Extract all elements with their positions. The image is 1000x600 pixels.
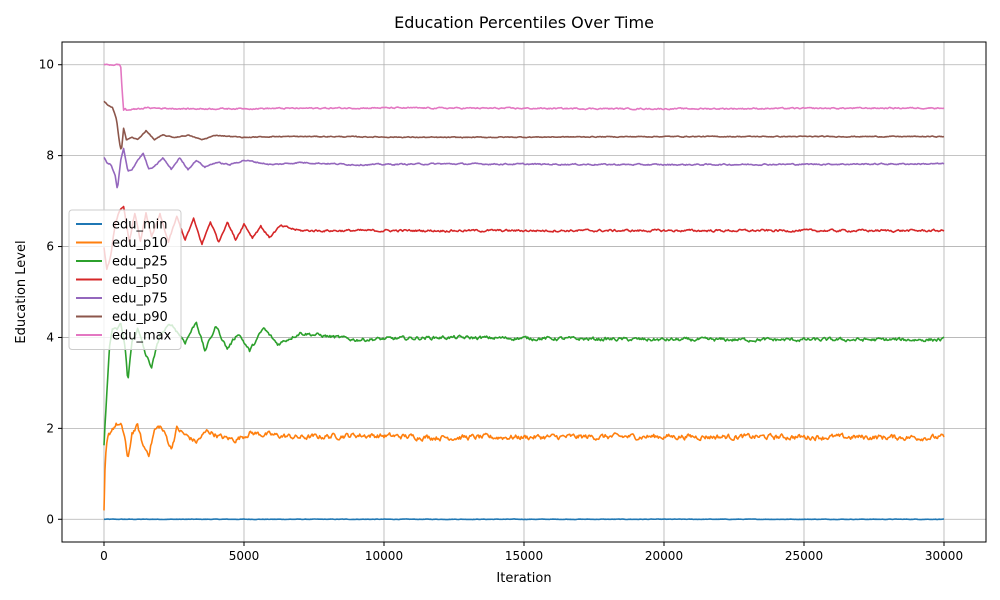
x-tick-label: 20000 — [645, 549, 683, 563]
x-tick-label: 15000 — [505, 549, 543, 563]
series-line-edu_max — [103, 63, 945, 112]
x-tick-label: 25000 — [785, 549, 823, 563]
legend-box — [68, 209, 182, 350]
y-tick-label: 0 — [46, 512, 54, 526]
y-axis-label: Education Level — [14, 240, 29, 343]
legend: edu_min edu_p10 edu_p25 edu_p50 edu_p75 edu_p… — [68, 209, 182, 350]
series-line-edu_p10 — [103, 422, 945, 511]
legend-label: edu_p90 — [112, 310, 168, 325]
series-line-edu_p90 — [103, 100, 945, 150]
x-tick-label: 10000 — [365, 549, 403, 563]
x-tick-label: 30000 — [925, 549, 963, 563]
series-line-edu_p50 — [103, 205, 945, 271]
y-tick-label: 4 — [46, 330, 54, 344]
series-lines — [103, 63, 945, 521]
y-tick-label: 2 — [46, 421, 54, 435]
chart-title: Education Percentiles Over Time — [394, 13, 654, 32]
x-axis-label: Iteration — [496, 571, 551, 586]
y-tick-label: 8 — [46, 149, 54, 163]
axis-ticks: 0 5000 10000 15000 20000 25000 30000 0 2 4 6 8 10 — [39, 58, 963, 563]
x-tick-label: 0 — [100, 549, 108, 563]
legend-label: edu_max — [112, 329, 172, 344]
legend-label: edu_p10 — [112, 236, 168, 251]
legend-label: edu_p75 — [112, 292, 168, 307]
legend-label: edu_min — [112, 218, 168, 233]
legend-label: edu_p50 — [112, 273, 168, 288]
legend-label: edu_p25 — [112, 255, 168, 270]
y-tick-label: 6 — [46, 240, 54, 254]
series-line-edu_min — [103, 518, 945, 521]
y-tick-label: 10 — [39, 58, 54, 72]
series-line-edu_p25 — [103, 321, 945, 446]
x-tick-label: 5000 — [229, 549, 260, 563]
series-line-edu_p75 — [103, 147, 945, 189]
